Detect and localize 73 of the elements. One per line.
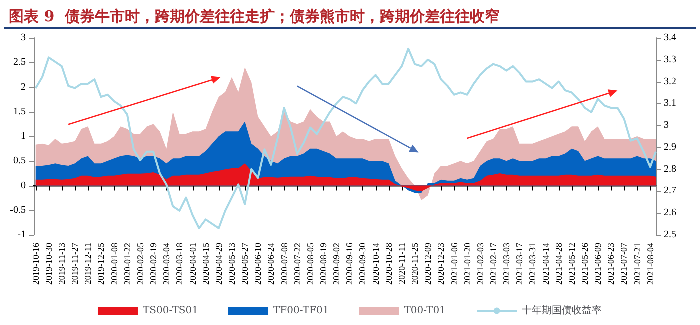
x-tick-label: 2020-05-13 — [226, 242, 237, 285]
y-tick-label: 1.5 — [14, 106, 26, 118]
x-tick-label: 2019-11-27 — [70, 242, 80, 285]
x-tick-label: 2019-11-13 — [57, 242, 68, 285]
x-tick-label: 2020-08-05 — [305, 242, 316, 285]
x-tick-label: 2021-08-04 — [645, 242, 656, 285]
x-tick-label: 2020-02-05 — [135, 242, 146, 285]
y2-tick-label: 2.5 — [664, 230, 676, 240]
y-tick-label: -0.5 — [10, 204, 26, 216]
x-tick-label: 2019-10-30 — [44, 242, 54, 285]
x-tick-label: 2020-10-14 — [370, 242, 381, 285]
y-tick-label: 0 — [21, 180, 26, 192]
x-tick-label: 2020-08-19 — [318, 242, 329, 285]
x-tick-label: 2021-05-12 — [566, 243, 577, 285]
y2-tick-label: 2.7 — [664, 186, 676, 197]
x-tick-label: 2020-07-08 — [279, 242, 290, 285]
x-tick-label: 2020-06-10 — [253, 242, 264, 285]
x-tick-label: 2020-11-25 — [410, 242, 420, 285]
x-tick-label: 2020-09-16 — [344, 242, 355, 285]
x-tick-label: 2020-07-22 — [292, 243, 302, 285]
x-tick-label: 2021-07-07 — [619, 242, 630, 285]
x-tick-label: 2019-12-11 — [83, 243, 94, 285]
x-tick-label: 2021-05-26 — [580, 242, 590, 285]
x-tick-label: 2019-10-16 — [30, 242, 41, 285]
x-tick-label: 2020-06-24 — [266, 242, 276, 285]
y-tick-label: -1 — [18, 230, 26, 240]
legend-label: 十年期国债收益率 — [522, 304, 602, 316]
legend-label: T00-T01 — [404, 306, 446, 316]
legend-label: TF00-TF01 — [274, 306, 330, 316]
y2-tick-label: 2.8 — [664, 164, 676, 175]
x-tick-label: 2020-12-09 — [423, 242, 434, 285]
x-tick-label: 2020-01-08 — [109, 242, 120, 285]
y-tick-label: 3 — [21, 32, 26, 44]
x-tick-label: 2021-04-14 — [540, 242, 551, 285]
x-tick-label: 2020-04-29 — [214, 242, 224, 285]
x-tick-label: 2019-12-25 — [96, 242, 106, 285]
x-tick-label: 2021-01-20 — [462, 242, 472, 285]
x-tick-label: 2020-03-04 — [162, 242, 172, 285]
x-tick-label: 2020-12-23 — [436, 242, 446, 285]
x-tick-label: 2020-01-22 — [122, 243, 132, 285]
y2-tick-label: 3.1 — [664, 98, 676, 110]
x-tick-label: 2021-01-06 — [449, 242, 460, 285]
legend-label: TS00-TS01 — [142, 306, 199, 316]
y2-tick-label: 3.2 — [664, 76, 676, 88]
x-tick-label: 2020-09-02 — [332, 243, 342, 285]
x-tick-label: 2020-04-15 — [200, 242, 211, 285]
x-tick-label: 2021-03-31 — [528, 243, 538, 285]
x-tick-label: 2020-05-27 — [240, 242, 250, 285]
x-tick-label: 2021-03-17 — [514, 242, 525, 285]
y2-tick-label: 3.3 — [664, 54, 676, 66]
x-tick-label: 2020-11-11 — [396, 243, 407, 284]
x-tick-label: 2021-04-28 — [554, 242, 564, 285]
x-tick-label: 2020-09-30 — [358, 242, 368, 285]
x-tick-label: 2021-02-17 — [488, 242, 498, 285]
x-tick-label: 2021-07-21 — [632, 243, 642, 285]
x-tick-label: 2020-10-28 — [384, 242, 394, 285]
y-tick-label: 1 — [21, 131, 26, 142]
y2-tick-label: 3.4 — [664, 32, 676, 44]
y2-tick-label: 3 — [664, 120, 669, 132]
x-tick-label: 2020-03-18 — [174, 242, 185, 285]
x-tick-label: 2021-02-03 — [475, 242, 486, 285]
y-tick-label: 2 — [21, 82, 26, 93]
x-tick-label: 2021-06-23 — [606, 242, 616, 285]
chart-title: 图表 9 债券牛市时，跨期价差往往走扩；债券熊市时，跨期价差往往收窄 — [9, 8, 500, 26]
line-series — [34, 48, 657, 230]
x-tick-label: 2021-06-09 — [593, 242, 604, 285]
x-tick-label: 2021-03-03 — [502, 242, 512, 285]
y-tick-label: 0.5 — [14, 156, 26, 167]
y2-tick-label: 2.6 — [664, 208, 676, 219]
y-tick-label: 2.5 — [14, 57, 26, 68]
y2-tick-label: 2.9 — [664, 142, 676, 153]
x-tick-label: 2020-04-01 — [188, 243, 198, 285]
x-tick-label: 2020-02-19 — [148, 242, 159, 285]
